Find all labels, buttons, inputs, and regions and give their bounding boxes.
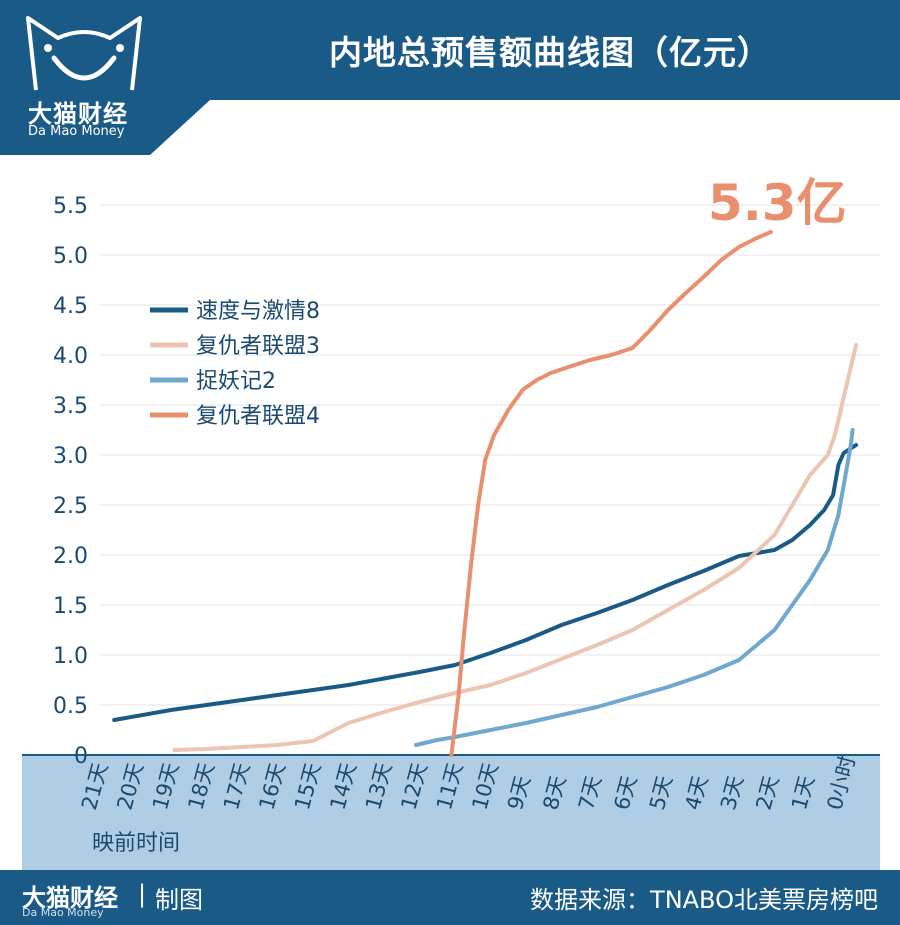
peak-annotation: 5.3亿 xyxy=(708,174,847,232)
y-tick-label: 2.5 xyxy=(53,494,88,519)
y-tick-label: 3.0 xyxy=(53,444,88,469)
legend-label-1: 复仇者联盟3 xyxy=(196,334,320,359)
legend: 速度与激情8 复仇者联盟3 捉妖记2 复仇者联盟4 xyxy=(150,299,320,429)
series-line-1 xyxy=(172,343,859,752)
y-tick-label: 5.0 xyxy=(53,244,88,269)
series-line-2 xyxy=(413,428,855,747)
logo-text-en: Da Mao Money xyxy=(28,124,125,139)
legend-label-0: 速度与激情8 xyxy=(196,299,320,324)
y-tick-label: 5.5 xyxy=(53,194,88,219)
y-tick-label: 3.5 xyxy=(53,394,88,419)
series-line-0 xyxy=(112,443,859,722)
series-line-3 xyxy=(449,230,773,757)
legend-label-2: 捉妖记2 xyxy=(196,369,276,394)
y-tick-label: 0.5 xyxy=(53,694,88,719)
y-tick-label: 4.5 xyxy=(53,294,88,319)
footer-separator: | xyxy=(138,880,147,908)
footer-brand: 大猫财经 xyxy=(22,884,118,912)
y-tick-label: 4.0 xyxy=(53,344,88,369)
footer: 大猫财经 | 制图 数据来源：TNABO北美票房榜吧 Da Mao Money xyxy=(0,870,900,925)
footer-made-label: 制图 xyxy=(155,886,203,914)
header-background xyxy=(0,0,900,155)
line-chart: 00.51.01.52.02.53.03.54.04.55.05.5 21天 20… xyxy=(22,174,880,870)
gridlines xyxy=(100,204,880,706)
chart-title: 内地总预售额曲线图（亿元） xyxy=(329,33,771,72)
x-axis-band xyxy=(22,755,880,870)
logo-text-cn: 大猫财经 xyxy=(28,100,128,128)
y-tick-label: 2.0 xyxy=(53,544,88,569)
y-tick-label: 1.5 xyxy=(53,594,88,619)
cat-logo-icon xyxy=(26,16,142,91)
x-axis-label: 映前时间 xyxy=(92,831,180,856)
footer-brand-en: Da Mao Money xyxy=(22,906,104,919)
legend-label-3: 复仇者联盟4 xyxy=(196,404,320,429)
series-lines xyxy=(112,230,859,757)
y-tick-label: 1.0 xyxy=(53,644,88,669)
footer-source: 数据来源：TNABO北美票房榜吧 xyxy=(530,886,878,914)
y-tick-labels: 0 0.5 1.0 1.5 2.0 2.5 3.0 3.5 4.0 4.5 5.0 5.5 xyxy=(53,194,88,769)
y-tick-label: 0 xyxy=(74,744,88,769)
